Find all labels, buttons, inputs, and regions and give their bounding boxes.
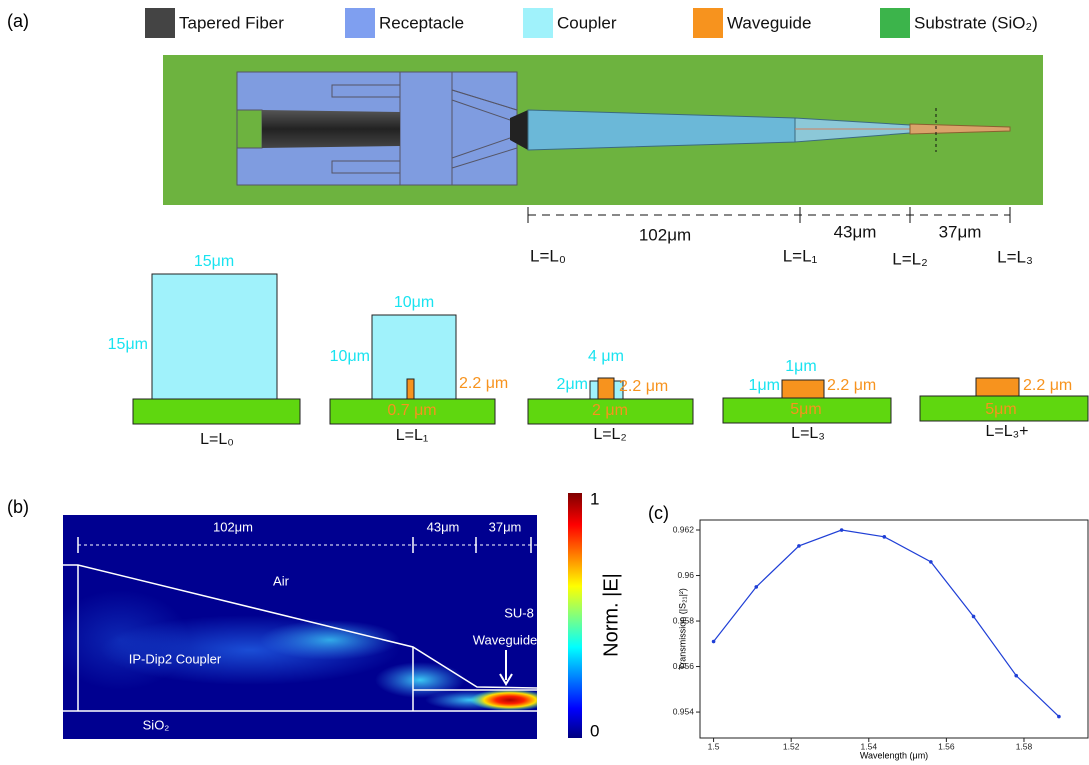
position-label: L=L₂ xyxy=(892,249,927,268)
dimension: 2.2 μm xyxy=(619,378,668,395)
x-tick-label: 1.52 xyxy=(783,741,800,751)
dimension: 15μm xyxy=(194,253,234,270)
dimension: 4 μm xyxy=(588,348,624,365)
x-tick-label: 1.56 xyxy=(938,741,955,751)
shape-rect xyxy=(133,399,300,424)
colorbar-label: Norm. |E| xyxy=(600,573,622,657)
legend-label: Receptacle xyxy=(379,13,464,32)
point xyxy=(1014,674,1018,678)
receptacle-arm xyxy=(332,161,400,173)
region-label: SiO₂ xyxy=(143,717,170,732)
point xyxy=(797,544,801,548)
length-label: 43μm xyxy=(834,222,877,241)
x-tick-label: 1.58 xyxy=(1016,741,1033,751)
dimension: 10μm xyxy=(330,348,370,365)
device-render xyxy=(163,55,1043,205)
position-label: L=L₀ xyxy=(530,246,566,265)
region-label: IP-Dip2 Coupler xyxy=(129,651,222,666)
y-tick-label: 0.96 xyxy=(677,570,694,580)
region-label: Waveguide xyxy=(473,632,538,647)
region-label: SU-8 xyxy=(504,605,534,620)
point xyxy=(883,535,887,539)
dimension: 2.2 μm xyxy=(1023,377,1072,394)
caption: L=L₀ xyxy=(200,431,234,448)
caption: L=L₂ xyxy=(593,426,626,443)
dimension: 2.2 μm xyxy=(827,377,876,394)
shape-rect xyxy=(152,274,277,399)
y-axis-label: Transmission (|S₂₁|²) xyxy=(677,588,687,670)
shape-rect xyxy=(407,379,414,399)
legend-label: Coupler xyxy=(557,13,617,32)
point xyxy=(972,615,976,619)
dimension: 2μm xyxy=(557,376,588,393)
receptacle-slot xyxy=(237,110,262,148)
shape-rect xyxy=(976,378,1019,396)
cross-section xyxy=(133,274,300,424)
legend-label: Substrate (SiO₂) xyxy=(914,13,1038,32)
plot-frame xyxy=(700,520,1088,738)
position-label: L=L₃ xyxy=(997,247,1033,266)
colorbar xyxy=(568,493,582,738)
legend-swatch xyxy=(523,8,553,38)
dimension: 2.2 μm xyxy=(459,375,508,392)
field-map xyxy=(50,515,550,739)
dimension: 0.7 μm xyxy=(387,402,436,419)
y-tick-label: 0.954 xyxy=(673,706,695,716)
colorbar-tick: 0 xyxy=(590,721,599,740)
point xyxy=(840,528,844,532)
point xyxy=(754,585,758,589)
x-axis-label: Wavelength (μm) xyxy=(860,750,928,760)
panel-label: (c) xyxy=(648,503,669,523)
dimension: 15μm xyxy=(108,336,148,353)
panel-label: (a) xyxy=(7,11,29,31)
dimension: 5μm xyxy=(985,401,1016,418)
receptacle-arm xyxy=(332,85,400,97)
caption: L=L₃ xyxy=(791,425,825,442)
legend-swatch xyxy=(345,8,375,38)
y-tick-label: 0.962 xyxy=(673,524,695,534)
length-label: 37μm xyxy=(939,222,982,241)
caption: L=L₁ xyxy=(396,427,429,444)
length-label: 102μm xyxy=(639,225,691,244)
length-label: 102μm xyxy=(213,519,253,534)
dimension: 5μm xyxy=(790,401,821,418)
tapered-fiber xyxy=(262,110,400,148)
point xyxy=(712,640,716,644)
caption: L=L₃+ xyxy=(986,423,1029,440)
point xyxy=(929,560,933,564)
dimension: 10μm xyxy=(394,294,434,311)
point xyxy=(1057,715,1061,719)
legend-label: Tapered Fiber xyxy=(179,13,284,32)
figure: (a) Tapered Fiber Receptacle Coupler Wav… xyxy=(0,0,1089,765)
dimension-line xyxy=(528,207,1010,223)
line-series xyxy=(714,530,1059,717)
dimension: 2 μm xyxy=(592,402,628,419)
length-label: 37μm xyxy=(489,519,522,534)
shape-rect xyxy=(782,380,824,398)
panel-label: (b) xyxy=(7,497,29,517)
legend-swatch xyxy=(880,8,910,38)
dimension: 1μm xyxy=(785,358,816,375)
dimension: 1μm xyxy=(749,377,780,394)
shape-rect xyxy=(598,378,614,399)
x-tick-label: 1.5 xyxy=(708,741,720,751)
position-label: L=L₁ xyxy=(783,246,818,265)
shape-ellipse xyxy=(470,689,550,711)
region-label: Air xyxy=(273,573,290,588)
colorbar-tick: 1 xyxy=(590,489,599,508)
legend-swatch xyxy=(693,8,723,38)
legend-label: Waveguide xyxy=(727,13,811,32)
legend-swatch xyxy=(145,8,175,38)
length-label: 43μm xyxy=(427,519,460,534)
